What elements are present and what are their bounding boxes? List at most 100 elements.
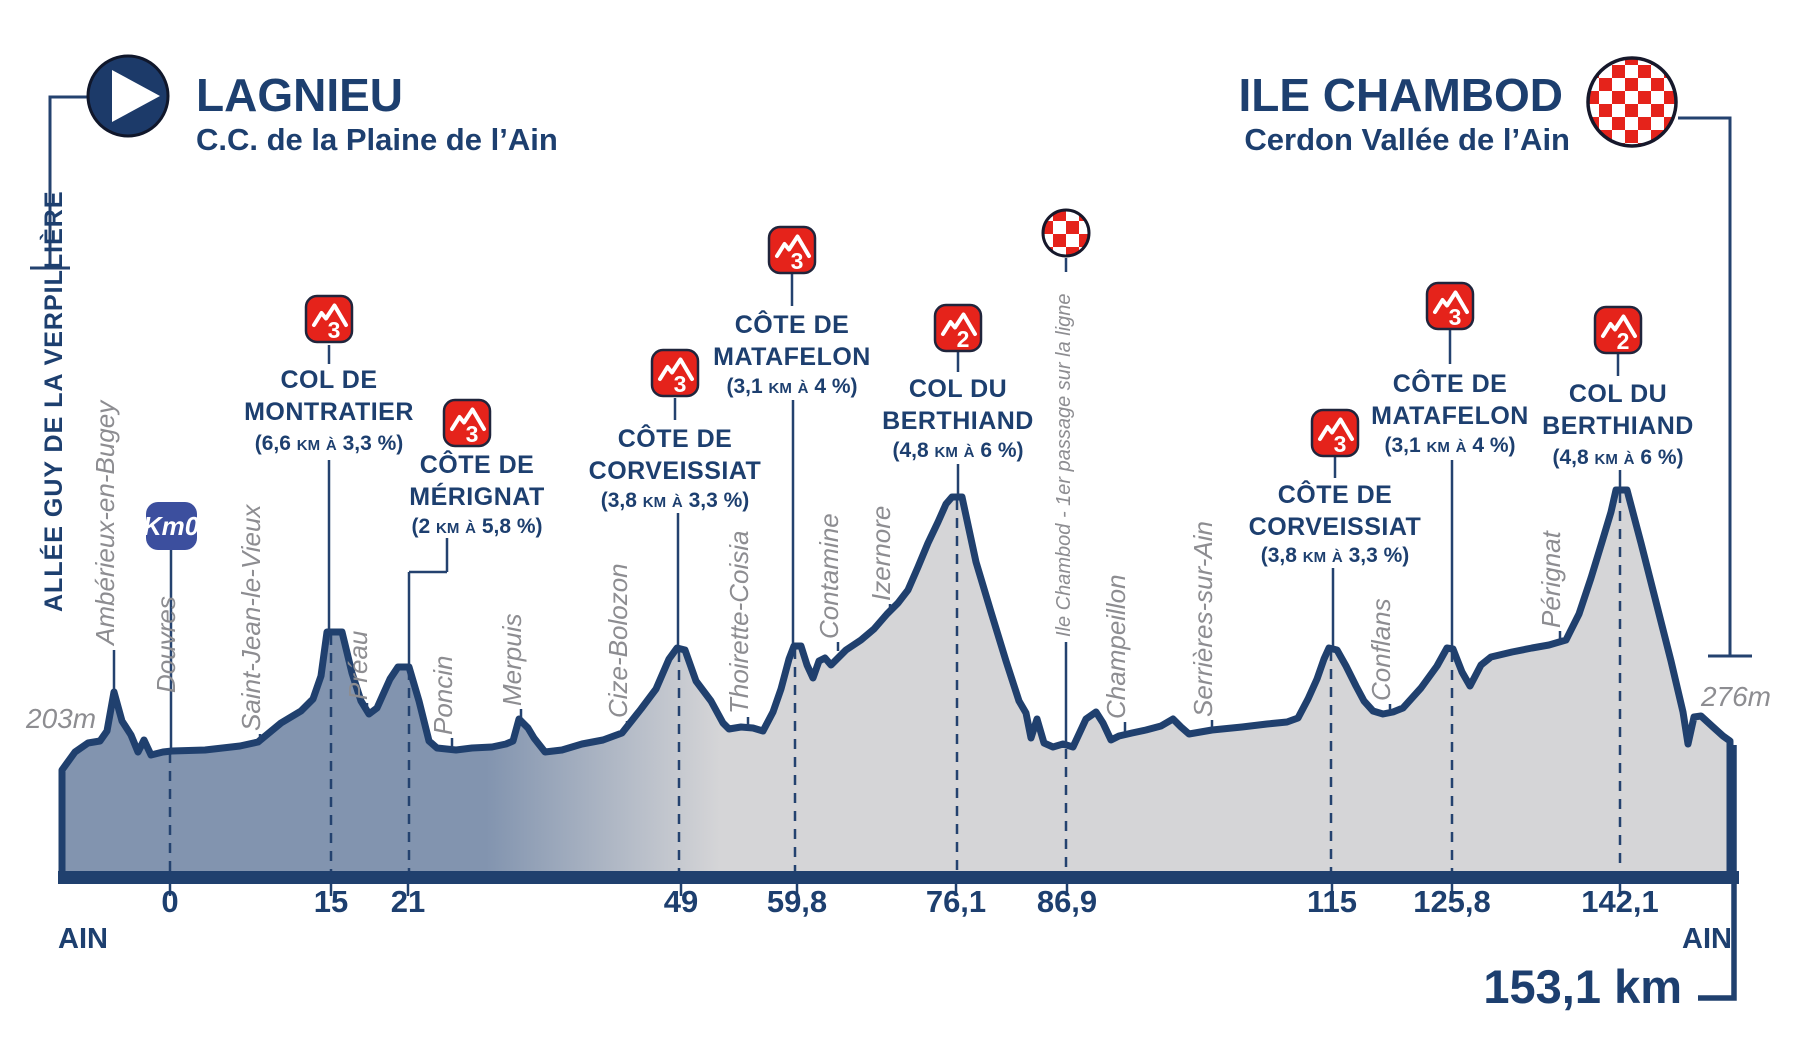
elevation-area [62, 490, 1730, 874]
svg-text:CÔTE DE: CÔTE DE [1278, 479, 1393, 509]
finish-elevation-label: 276m [1700, 681, 1771, 712]
svg-text:(3,1 km à 4 %): (3,1 km à 4 %) [1384, 434, 1515, 457]
svg-text:3: 3 [1334, 431, 1347, 457]
town-stems [112, 550, 1562, 750]
svg-text:3: 3 [1449, 304, 1462, 330]
start-road-label: ALLÉE GUY DE LA VERPILLIÈRE [39, 191, 68, 613]
svg-text:MATAFELON: MATAFELON [713, 343, 871, 371]
finish-subtitle: Cerdon Vallée de l’Ain [1244, 122, 1570, 157]
checkered-flag-icon [1041, 208, 1091, 258]
km-tick-marks [168, 884, 1622, 896]
climb-stems [327, 274, 1622, 665]
svg-text:MONTRATIER: MONTRATIER [244, 398, 414, 426]
town-label: Merpuis [497, 614, 527, 706]
km0-badge: Km0 [143, 502, 200, 550]
climb-label: CÔTE DE MATAFELON (3,1 km à 4 %) [1371, 368, 1529, 457]
town-label: Serrières-sur-Ain [1188, 521, 1218, 717]
finish-bracket-line [1678, 116, 1732, 656]
climb-category-icon: 3 [1425, 281, 1475, 331]
finish-pass-label: Ile Chambod - 1er passage sur la ligne [1053, 293, 1075, 637]
climb-category-icon: 3 [650, 348, 700, 398]
svg-text:2: 2 [1617, 328, 1630, 354]
finish-flag-icon [1586, 56, 1678, 148]
svg-text:2: 2 [957, 326, 970, 352]
climb-category-icon: 2 [1593, 305, 1643, 355]
km0-badge-label: Km0 [143, 511, 200, 541]
svg-text:3: 3 [791, 248, 804, 274]
svg-text:3: 3 [328, 317, 341, 343]
svg-text:COL DU: COL DU [909, 375, 1007, 403]
climb-label: COL DU BERTHIAND (4,8 km à 6 %) [882, 375, 1034, 462]
baseline-bar [58, 871, 1739, 884]
km-tick-label: 49 [664, 884, 698, 919]
climb-category-icon: 3 [1310, 408, 1360, 458]
climb-label: CÔTE DE MATAFELON (3,1 km à 4 %) [713, 309, 871, 398]
town-label: Thoirette-Coisia [724, 530, 754, 714]
town-labels: Ambérieux-en-Bugey Douvres Saint-Jean-le… [90, 399, 1566, 735]
svg-text:CÔTE DE: CÔTE DE [618, 423, 733, 453]
svg-text:BERTHIAND: BERTHIAND [1542, 412, 1694, 440]
km-tick-label: 15 [314, 884, 348, 919]
svg-text:(4,8 km à 6 %): (4,8 km à 6 %) [892, 439, 1023, 462]
svg-text:CÔTE DE: CÔTE DE [1393, 368, 1508, 398]
climb-category-icon: 2 [933, 303, 983, 353]
svg-text:3: 3 [466, 421, 479, 447]
finish-header: ILE CHAMBOD Cerdon Vallée de l’Ain 276m [1238, 56, 1771, 712]
department-left-label: AIN [58, 923, 108, 955]
town-label: Izernore [866, 506, 896, 601]
svg-text:COL DE: COL DE [281, 366, 378, 394]
town-label: Poncin [428, 656, 458, 736]
svg-text:BERTHIAND: BERTHIAND [882, 407, 1034, 435]
climb-label: COL DE MONTRATIER (6,6 km à 3,3 %) [244, 366, 414, 455]
svg-text:COL DU: COL DU [1569, 380, 1667, 408]
km-dashed-gridlines [168, 493, 1622, 871]
svg-text:(3,8 km à 3,3 %): (3,8 km à 3,3 %) [1261, 544, 1410, 567]
start-flag-icon [86, 54, 170, 138]
town-label: Contamine [814, 513, 844, 639]
start-header: LAGNIEU C.C. de la Plaine de l’Ain ALLÉE… [25, 54, 558, 734]
start-bracket-line [48, 95, 88, 268]
total-distance-label: 153,1 km [1483, 960, 1682, 1013]
km-tick-label: 0 [161, 884, 178, 919]
km-tick-label: 86,9 [1037, 884, 1097, 919]
svg-text:(6,6 km à 3,3 %): (6,6 km à 3,3 %) [255, 432, 404, 455]
finish-title: ILE CHAMBOD [1238, 69, 1563, 121]
town-label: Saint-Jean-le-Vieux [236, 504, 266, 731]
start-elevation-label: 203m [25, 703, 96, 734]
svg-text:CÔTE DE: CÔTE DE [420, 449, 535, 479]
svg-text:(3,1 km à 4 %): (3,1 km à 4 %) [726, 375, 857, 398]
town-label: Conflans [1366, 598, 1396, 701]
svg-text:(2 km à 5,8 %): (2 km à 5,8 %) [411, 515, 542, 538]
climb-badges: 3 3 3 3 2 3 3 [304, 225, 1643, 458]
climb-label: CÔTE DE MÉRIGNAT (2 km à 5,8 %) [409, 449, 544, 538]
total-distance-bracket [1698, 745, 1737, 1001]
climb-labels: COL DE MONTRATIER (6,6 km à 3,3 %) CÔTE … [244, 309, 1694, 567]
climb-category-icon: 3 [767, 225, 817, 275]
climb-category-icon: 3 [442, 398, 492, 448]
svg-text:CORVEISSIAT: CORVEISSIAT [589, 457, 762, 485]
km-tick-label: 125,8 [1413, 884, 1491, 919]
svg-text:CORVEISSIAT: CORVEISSIAT [1249, 513, 1422, 541]
svg-text:3: 3 [674, 371, 687, 397]
elevation-line [58, 486, 1734, 878]
climb-label: COL DU BERTHIAND (4,8 km à 6 %) [1542, 380, 1694, 469]
footer: AIN AIN 153,1 km [58, 745, 1737, 1013]
start-title: LAGNIEU [196, 69, 403, 121]
town-label: Ambérieux-en-Bugey [90, 399, 120, 647]
svg-text:MÉRIGNAT: MÉRIGNAT [409, 482, 544, 511]
svg-text:(4,8 km à 6 %): (4,8 km à 6 %) [1552, 446, 1683, 469]
km-tick-label: 21 [391, 884, 425, 919]
climb-label: CÔTE DE CORVEISSIAT (3,8 km à 3,3 %) [589, 423, 762, 512]
km-tick-label: 115 [1307, 884, 1357, 919]
town-label: Douvres [151, 596, 181, 693]
town-label: Préau [343, 631, 373, 700]
town-label: Cize-Bolozon [603, 563, 633, 718]
climb-label: CÔTE DE CORVEISSIAT (3,8 km à 3,3 %) [1249, 479, 1422, 567]
svg-text:MATAFELON: MATAFELON [1371, 402, 1529, 430]
department-right-label: AIN [1682, 923, 1732, 955]
finish-pass-marker: Ile Chambod - 1er passage sur la ligne [1041, 208, 1091, 746]
town-label: Pérignat [1536, 529, 1566, 628]
km-tick-label: 59,8 [767, 884, 827, 919]
